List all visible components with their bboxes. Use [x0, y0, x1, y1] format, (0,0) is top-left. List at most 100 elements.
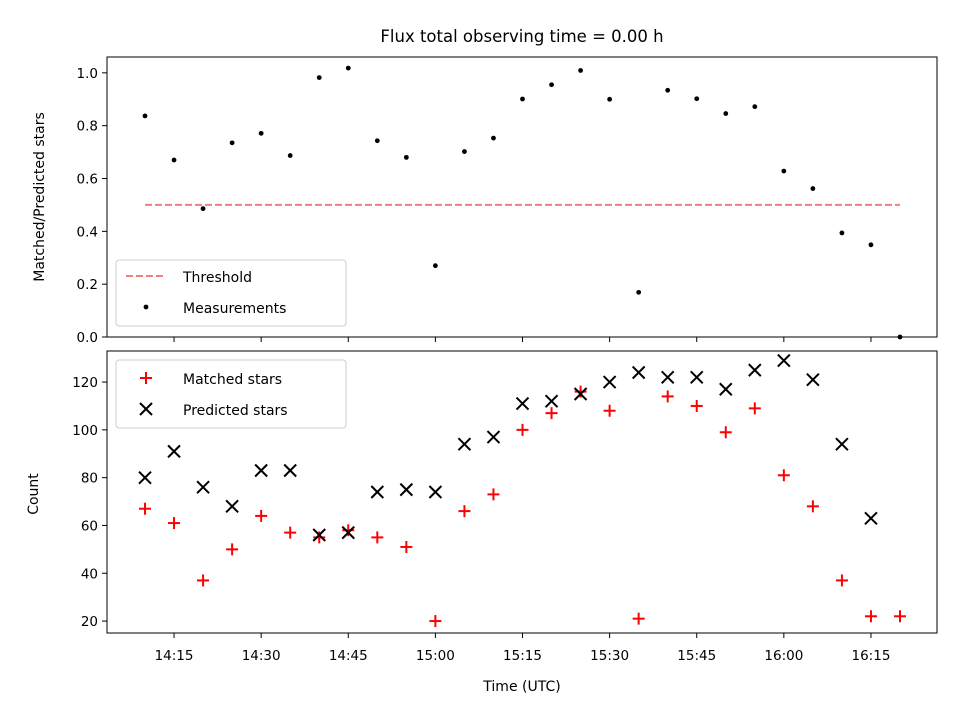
measurement-point [287, 153, 293, 158]
bottom-x-tick-label: 15:45 [677, 648, 716, 664]
measurement-point [868, 242, 874, 248]
top-y-ticks: 0.0 0.2 0.4 0.6 0.8 1.0 [77, 66, 107, 346]
top-plot-marks [142, 65, 903, 340]
bottom-x-tick-label: 16:00 [764, 648, 803, 664]
predicted-star-point [167, 444, 181, 459]
x-axis-label: Time (UTC) [482, 679, 560, 695]
predicted-star-point [544, 394, 559, 408]
measurement-point [491, 135, 496, 141]
predicted-star-point [690, 370, 704, 384]
measurement-point [432, 263, 438, 269]
matched-star-point [719, 426, 732, 439]
measurement-point [549, 82, 554, 88]
measurement-point [462, 149, 467, 154]
predicted-star-point [341, 525, 355, 540]
legend-measurements-swatch [143, 304, 149, 310]
matched-star-point [632, 612, 645, 625]
predicted-star-point [283, 463, 297, 478]
measurement-point [781, 168, 787, 174]
matched-star-point [342, 524, 355, 537]
matched-star-point [487, 488, 500, 501]
bottom-x-tick-label: 16:15 [852, 648, 891, 664]
measurement-point [258, 130, 264, 136]
measurement-point [171, 157, 177, 163]
matched-star-point [313, 531, 326, 544]
legend-predicted-swatch [139, 402, 153, 416]
bottom-y-axis-label: Count [26, 473, 42, 515]
matched-star-point [748, 402, 761, 415]
matched-star-point [545, 407, 558, 420]
bottom-y-tick-label: 20 [81, 614, 98, 630]
predicted-star-point [602, 375, 617, 389]
bottom-plot-marks [138, 353, 906, 628]
measurement-point [142, 113, 148, 119]
bottom-x-ticks: 14:15 14:30 14:45 15:00 15:15 15:30 15:45 16:00… [155, 633, 891, 664]
bottom-x-tick-label: 15:15 [503, 648, 542, 664]
predicted-star-point [806, 372, 820, 387]
measurement-point [345, 65, 351, 71]
predicted-star-point [225, 499, 239, 514]
bottom-plot-frame [106, 350, 938, 634]
matched-star-point [690, 399, 703, 412]
matched-star-point [371, 531, 384, 544]
matched-star-point [806, 500, 819, 513]
matched-star-point [429, 615, 442, 628]
measurement-point [403, 154, 409, 160]
measurement-point [316, 75, 322, 81]
matched-star-point [661, 390, 674, 403]
matched-star-point [139, 502, 151, 515]
top-x-ticks [173, 337, 872, 342]
predicted-star-point [631, 365, 646, 380]
predicted-star-point [428, 485, 443, 499]
measurement-point [607, 96, 613, 102]
top-y-axis-label: Matched/Predicted stars [32, 112, 48, 282]
chart-title: Flux total observing time = 0.00 h [380, 27, 663, 46]
top-y-tick-label: 0.6 [77, 172, 98, 188]
measurement-point [752, 104, 758, 110]
legend-threshold-label: Threshold [182, 270, 252, 286]
matched-star-point [168, 517, 181, 530]
measurement-point [694, 96, 700, 102]
bottom-legend: Matched stars Predicted stars [115, 359, 347, 429]
bottom-x-tick-label: 14:30 [242, 648, 281, 664]
bottom-x-tick-label: 14:45 [329, 648, 368, 664]
matched-star-point [603, 404, 616, 417]
predicted-star-point [486, 430, 501, 444]
legend-matched-swatch [140, 372, 152, 384]
predicted-star-point [777, 353, 791, 368]
top-y-tick-label: 0.2 [77, 277, 98, 293]
top-legend-box [115, 259, 347, 327]
predicted-star-point [138, 470, 152, 485]
top-y-tick-label: 0.0 [77, 330, 98, 346]
legend-predicted-label: Predicted stars [183, 403, 288, 419]
matched-star-point [226, 543, 239, 556]
predicted-star-point [835, 437, 849, 451]
top-legend: Threshold Measurements [115, 259, 347, 327]
bottom-y-tick-label: 80 [81, 471, 98, 487]
bottom-y-tick-label: 120 [72, 375, 98, 391]
matched-star-point [516, 423, 529, 436]
bottom-y-tick-label: 100 [72, 423, 98, 439]
predicted-star-point [719, 382, 733, 396]
top-plot-frame [106, 56, 938, 338]
predicted-star-point [254, 463, 268, 478]
matched-star-point [864, 610, 877, 623]
matched-star-point [894, 610, 906, 623]
measurement-point [374, 138, 380, 144]
predicted-star-point [660, 370, 675, 384]
matched-star-point [255, 509, 268, 522]
matched-star-point [574, 385, 587, 398]
measurement-point [723, 111, 729, 116]
top-y-tick-label: 0.8 [77, 119, 98, 135]
bottom-x-tick-label: 14:15 [155, 648, 194, 664]
matched-star-point [458, 505, 471, 518]
measurement-point [229, 140, 235, 146]
measurement-point [578, 68, 583, 73]
bottom-x-tick-label: 15:30 [590, 648, 629, 664]
bottom-legend-box [115, 359, 347, 429]
legend-matched-label: Matched stars [183, 372, 282, 388]
predicted-star-point [399, 482, 414, 497]
top-y-tick-label: 1.0 [77, 66, 98, 82]
